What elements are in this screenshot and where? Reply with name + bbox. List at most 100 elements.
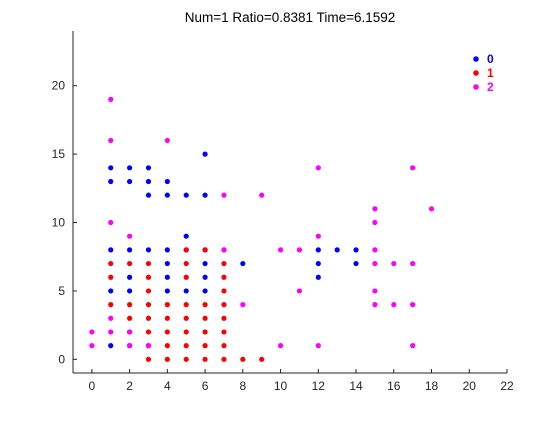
scatter-point-series-1 [108,260,114,267]
scatter-point-series-2 [108,137,114,144]
scatter-point-series-1 [183,329,189,335]
scatter-point-series-0 [127,247,133,253]
scatter-point-series-2 [89,329,95,335]
scatter-point-series-2 [164,137,170,144]
scatter-point-series-1 [183,302,189,308]
scatter-point-series-2 [428,206,435,212]
scatter-point-series-1 [145,288,152,294]
y-tick-label: 15 [52,147,66,161]
legend-label-0: 0 [487,52,494,66]
scatter-point-series-2 [372,288,378,294]
legend-marker-0 [473,56,479,62]
scatter-point-series-2 [372,302,378,308]
scatter-point-series-1 [240,356,246,362]
scatter-point-series-2 [108,315,114,321]
x-tick-label: 12 [312,379,326,393]
legend-marker-2 [473,84,479,90]
scatter-point-series-1 [183,343,189,349]
scatter-point-series-0 [164,288,170,294]
y-tick-label: 10 [52,216,66,230]
plot-area [73,31,507,373]
scatter-point-series-1 [108,274,114,280]
x-tick-label: 22 [500,379,514,393]
scatter-point-series-0 [202,192,208,198]
scatter-point-series-2 [410,343,416,349]
scatter-point-series-0 [183,288,189,294]
scatter-point-series-1 [202,302,208,308]
scatter-point-series-2 [315,343,321,349]
scatter-point-series-2 [315,165,321,171]
scatter-point-series-2 [372,219,378,226]
scatter-point-series-1 [221,343,227,349]
scatter-point-series-0 [315,247,321,253]
scatter-point-series-0 [315,260,321,267]
x-tick-label: 14 [349,379,363,393]
scatter-point-series-0 [127,288,133,294]
scatter-point-series-1 [164,343,170,349]
x-tick-label: 10 [274,379,288,393]
legend-label-2: 2 [487,80,494,94]
scatter-point-series-2 [296,288,303,294]
x-tick-label: 18 [425,379,439,393]
scatter-point-series-1 [145,329,152,335]
scatter-point-series-1 [127,260,133,267]
scatter-point-series-1 [202,356,208,362]
scatter-point-series-1 [183,315,189,321]
scatter-point-series-2 [108,329,114,335]
y-tick-label: 20 [52,79,66,93]
scatter-point-series-2 [221,192,227,198]
scatter-point-series-0 [164,178,170,185]
scatter-point-series-1 [164,302,170,308]
scatter-point-series-1 [145,260,152,267]
scatter-point-series-1 [127,315,133,321]
scatter-point-series-0 [315,274,321,280]
scatter-point-series-0 [108,165,114,171]
scatter-point-series-2 [410,260,416,267]
scatter-point-series-0 [202,260,208,267]
legend: 012 [473,52,494,94]
legend-label-1: 1 [487,66,494,80]
scatter-point-series-2 [240,302,246,308]
chart-title: Num=1 Ratio=0.8381 Time=6.1592 [185,10,396,25]
scatter-point-series-0 [164,247,170,253]
scatter-point-series-0 [164,274,170,280]
x-tick-label: 2 [126,379,133,393]
scatter-point-series-1 [202,343,208,349]
scatter-point-series-1 [202,329,208,335]
scatter-point-series-0 [145,165,152,171]
scatter-point-series-1 [183,247,189,253]
scatter-point-series-2 [108,219,114,226]
scatter-point-series-2 [221,247,227,253]
x-tick-label: 4 [164,379,171,393]
scatter-point-series-0 [183,233,189,239]
scatter-point-series-2 [127,233,133,239]
scatter-point-series-1 [221,288,227,294]
x-ticks: 0 2 4 6 8 10 12 14 16 18 20 22 [89,369,514,393]
x-tick-label: 6 [202,379,209,393]
scatter-point-series-2 [145,343,152,349]
scatter-point-series-0 [145,178,152,185]
scatter-point-series-1 [202,315,208,321]
scatter-point-series-1 [145,356,152,362]
legend-marker-1 [473,70,479,76]
scatter-point-series-2 [127,343,133,349]
scatter-point-series-1 [127,302,133,308]
y-tick-label: 0 [58,352,65,366]
scatter-point-series-0 [183,192,189,198]
scatter-point-series-1 [221,315,227,321]
scatter-point-series-0 [108,343,114,349]
scatter-point-series-2 [296,247,303,253]
scatter-point-series-2 [127,329,133,335]
scatter-point-series-0 [353,247,359,253]
scatter-point-series-1 [221,274,227,280]
y-tick-label: 5 [58,284,65,298]
scatter-point-series-1 [145,302,152,308]
scatter-point-series-1 [183,260,189,267]
scatter-point-series-0 [164,192,170,198]
scatter-point-series-1 [183,274,189,280]
x-tick-label: 8 [239,379,246,393]
scatter-point-series-1 [108,302,114,308]
scatter-point-series-2 [259,192,265,198]
